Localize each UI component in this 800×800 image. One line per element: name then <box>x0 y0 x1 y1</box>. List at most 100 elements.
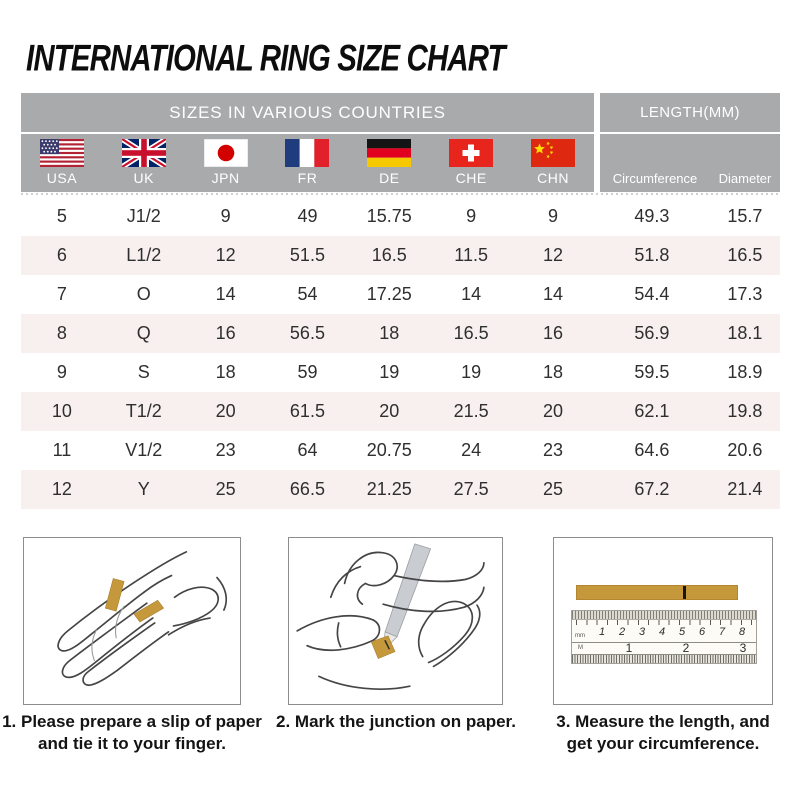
ruler-inch-scale: M 1 2 3 <box>572 641 756 655</box>
cell-r1-fr: 49 <box>297 206 318 226</box>
cell-r2-che: 11.5 <box>454 245 488 265</box>
cell-r3-chn: 14 <box>542 284 563 304</box>
ring-size-table: SIZES IN VARIOUS COUNTRIES USA UK JPN FR DE C… <box>21 93 780 509</box>
cell-r2-de: 16.5 <box>371 245 407 265</box>
cell-r3-de: 17.25 <box>366 284 412 304</box>
marker-pen-icon <box>381 543 432 652</box>
cell-r7-jpn: 23 <box>215 440 236 460</box>
ruler-inch-unit-label: M <box>578 645 583 651</box>
ruler-inch-number-3: 3 <box>739 641 747 655</box>
cell-r7-de: 20.75 <box>366 440 412 460</box>
china-flag-icon <box>531 139 576 167</box>
cell-r8-uk: Y <box>137 479 150 499</box>
cell-r4-de: 18 <box>379 323 400 343</box>
header-divider-left <box>21 132 594 134</box>
hand-crease-lines <box>91 605 125 662</box>
cell-r7-che: 24 <box>461 440 482 460</box>
cell-r1-uk: J1/2 <box>126 206 161 226</box>
cell-r1-che: 9 <box>466 206 477 226</box>
cell-r3-usa: 7 <box>56 284 67 304</box>
cell-r1-chn: 9 <box>547 206 558 226</box>
country-code-che: CHE <box>455 170 487 186</box>
cell-r5-circumference: 59.5 <box>634 362 670 382</box>
ruler-mm-unit-label: mm <box>575 633 585 639</box>
cell-r6-che: 21.5 <box>453 401 489 421</box>
cell-r5-fr: 59 <box>297 362 318 382</box>
ruler-top-edge <box>572 611 756 620</box>
cell-r7-usa: 11 <box>52 440 72 460</box>
cell-r6-fr: 61.5 <box>289 401 325 421</box>
cell-r2-jpn: 12 <box>215 245 236 265</box>
country-code-de: DE <box>379 170 400 186</box>
flag-cell-de: DE <box>348 134 430 192</box>
usa-flag-icon <box>39 139 84 167</box>
cell-r6-diameter: 19.8 <box>727 401 763 421</box>
cell-r7-diameter: 20.6 <box>727 440 763 460</box>
cell-r4-chn: 16 <box>542 323 563 343</box>
ruler-cm-number-5: 5 <box>678 626 686 638</box>
cell-r5-uk: S <box>137 362 150 382</box>
cell-r5-chn: 18 <box>542 362 563 382</box>
cell-r6-chn: 20 <box>542 401 563 421</box>
switzerland-flag-icon <box>449 139 494 167</box>
cell-r4-diameter: 18.1 <box>727 323 763 343</box>
cell-r3-fr: 54 <box>297 284 318 304</box>
ruler-cm-number-2: 2 <box>618 626 626 638</box>
cell-r4-jpn: 16 <box>215 323 236 343</box>
header-length-label: LENGTH(MM) <box>640 104 740 121</box>
cell-r6-circumference: 62.1 <box>634 401 670 421</box>
paper-strip-on-finger <box>104 578 165 623</box>
cell-r5-usa: 9 <box>56 362 67 382</box>
length-col-diameter: Diameter <box>718 171 772 186</box>
paper-strip <box>576 585 738 600</box>
junction-mark <box>683 586 686 599</box>
table-row-4: 8 Q 16 56.5 18 16.5 16 56.9 18.1 <box>21 314 780 353</box>
flag-cell-uk: UK <box>103 134 185 192</box>
paper-strip-on-finger <box>370 635 396 659</box>
cell-r1-circumference: 49.3 <box>634 206 670 226</box>
france-flag-icon <box>285 139 330 167</box>
cell-r4-circumference: 56.9 <box>634 323 670 343</box>
japan-flag-icon <box>203 139 248 167</box>
ruler-bottom-edge <box>572 655 756 663</box>
cell-r5-jpn: 18 <box>215 362 236 382</box>
ruler-cm-number-1: 1 <box>598 626 606 638</box>
cell-r8-circumference: 67.2 <box>634 479 670 499</box>
cell-r8-usa: 12 <box>51 479 72 499</box>
ruler-cm-number-4: 4 <box>658 626 666 638</box>
cell-r2-chn: 12 <box>542 245 563 265</box>
cell-r8-chn: 25 <box>542 479 563 499</box>
header-sizes-section: SIZES IN VARIOUS COUNTRIES USA UK JPN FR DE C… <box>21 93 594 192</box>
country-code-chn: CHN <box>537 170 569 186</box>
cell-r1-de: 15.75 <box>366 206 412 226</box>
cell-r3-jpn: 14 <box>215 284 236 304</box>
country-code-usa: USA <box>46 170 78 186</box>
step-1-illustration-box <box>23 537 241 705</box>
cell-r6-uk: T1/2 <box>125 401 162 421</box>
country-code-jpn: JPN <box>211 170 240 186</box>
length-col-circumference: Circumference <box>612 171 698 186</box>
caption-line: 3. Measure the length, and <box>556 712 770 731</box>
page-title: INTERNATIONAL RING SIZE CHART <box>26 37 506 80</box>
cell-r6-de: 20 <box>379 401 400 421</box>
cell-r1-jpn: 9 <box>220 206 231 226</box>
cell-r3-diameter: 17.3 <box>727 284 763 304</box>
cell-r5-de: 19 <box>379 362 400 382</box>
ruler-cm-number-6: 6 <box>698 626 706 638</box>
cell-r5-diameter: 18.9 <box>727 362 763 382</box>
header-sizes-label: SIZES IN VARIOUS COUNTRIES <box>169 102 446 122</box>
cell-r4-fr: 56.5 <box>289 323 325 343</box>
table-header: SIZES IN VARIOUS COUNTRIES USA UK JPN FR DE C… <box>21 93 780 195</box>
header-length-section: LENGTH(MM) Circumference Diameter <box>600 93 780 192</box>
hands-line-art <box>296 551 485 690</box>
cell-r6-usa: 10 <box>51 401 72 421</box>
flag-cell-jpn: JPN <box>185 134 267 192</box>
hand-with-paper-strip-illustration <box>57 550 228 687</box>
cell-r2-fr: 51.5 <box>289 245 325 265</box>
cell-r3-uk: O <box>136 284 151 304</box>
cell-r5-che: 19 <box>461 362 482 382</box>
flag-cell-usa: USA <box>21 134 103 192</box>
cell-r2-circumference: 51.8 <box>634 245 670 265</box>
